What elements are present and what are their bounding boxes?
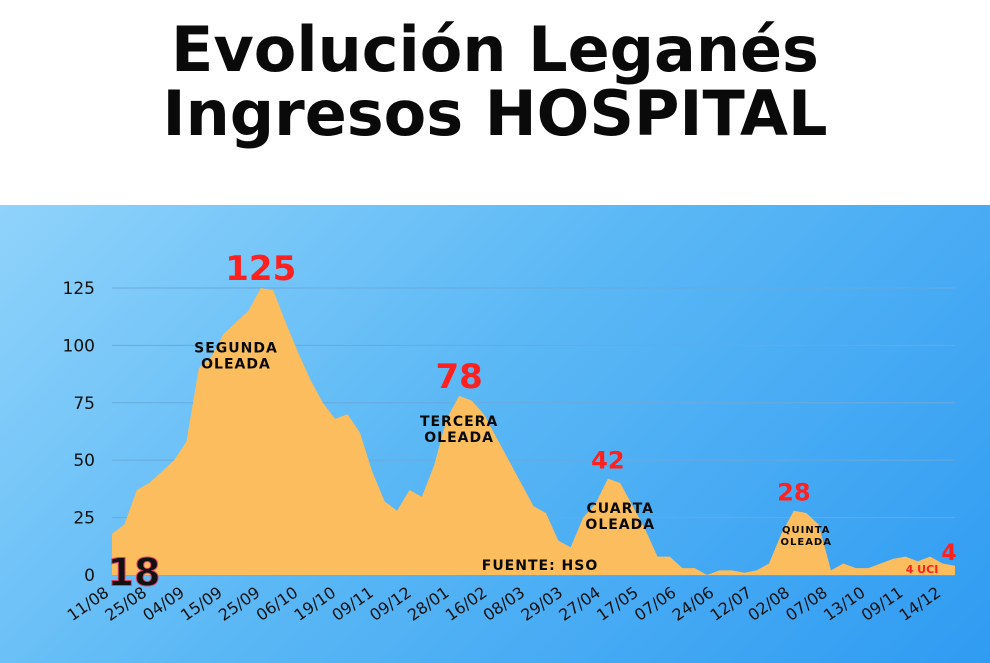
wave-label-line2: OLEADA bbox=[585, 517, 655, 533]
x-tick-label: 12/07 bbox=[707, 583, 756, 625]
x-tick-label: 28/01 bbox=[404, 583, 453, 625]
start-value-label: 18 bbox=[108, 551, 161, 595]
y-tick-label: 75 bbox=[73, 394, 95, 414]
x-tick-label: 09/12 bbox=[366, 583, 415, 625]
wave-label-line1: CUARTA bbox=[587, 501, 655, 517]
peak-value-label: 42 bbox=[591, 447, 624, 475]
peak-value-label: 78 bbox=[435, 357, 482, 397]
wave-label-line2: OLEADA bbox=[201, 356, 271, 372]
peak-value-label: 4 bbox=[941, 541, 956, 566]
x-tick-label: 17/05 bbox=[593, 583, 642, 625]
area-series bbox=[112, 288, 955, 575]
wave-label-line1: QUINTA bbox=[782, 525, 831, 536]
y-tick-label: 100 bbox=[63, 336, 95, 356]
x-tick-label: 02/08 bbox=[744, 583, 793, 625]
x-tick-label: 19/10 bbox=[291, 583, 340, 625]
wave-label-line2: OLEADA bbox=[780, 537, 831, 548]
x-tick-label: 07/06 bbox=[631, 583, 680, 625]
x-tick-label: 24/06 bbox=[669, 583, 718, 625]
wave-label-line1: SEGUNDA bbox=[194, 340, 278, 356]
source-label: FUENTE: HSO bbox=[482, 558, 599, 574]
title-line-2: Ingresos HOSPITAL bbox=[162, 77, 828, 150]
chart-title: Evolución Leganés Ingresos HOSPITAL bbox=[0, 18, 990, 146]
peak-value-label: 125 bbox=[225, 249, 296, 289]
x-tick-label: 07/08 bbox=[782, 583, 831, 625]
x-tick-label: 15/09 bbox=[177, 583, 226, 625]
wave-label-line1: TERCERA bbox=[420, 414, 498, 430]
y-tick-label: 25 bbox=[73, 509, 95, 529]
x-tick-label: 16/02 bbox=[442, 583, 491, 625]
x-tick-label: 09/11 bbox=[858, 583, 907, 625]
x-tick-label: 25/09 bbox=[215, 583, 264, 625]
title-line-1: Evolución Leganés bbox=[171, 13, 819, 86]
x-tick-label: 14/12 bbox=[896, 583, 945, 625]
x-tick-label: 08/03 bbox=[480, 583, 529, 625]
x-tick-label: 09/11 bbox=[328, 583, 377, 625]
peak-value-label: 28 bbox=[777, 479, 810, 507]
x-tick-label: 27/04 bbox=[555, 583, 604, 625]
y-tick-label: 125 bbox=[63, 279, 95, 299]
uci-label: 4 UCI bbox=[906, 563, 939, 576]
wave-label-line2: OLEADA bbox=[424, 430, 494, 446]
y-tick-label: 0 bbox=[84, 566, 95, 586]
x-tick-label: 29/03 bbox=[517, 583, 566, 625]
x-tick-label: 06/10 bbox=[253, 583, 302, 625]
chart-panel bbox=[0, 205, 990, 663]
x-tick-label: 11/08 bbox=[64, 583, 113, 625]
x-tick-label: 13/10 bbox=[820, 583, 869, 625]
y-tick-label: 50 bbox=[73, 451, 95, 471]
